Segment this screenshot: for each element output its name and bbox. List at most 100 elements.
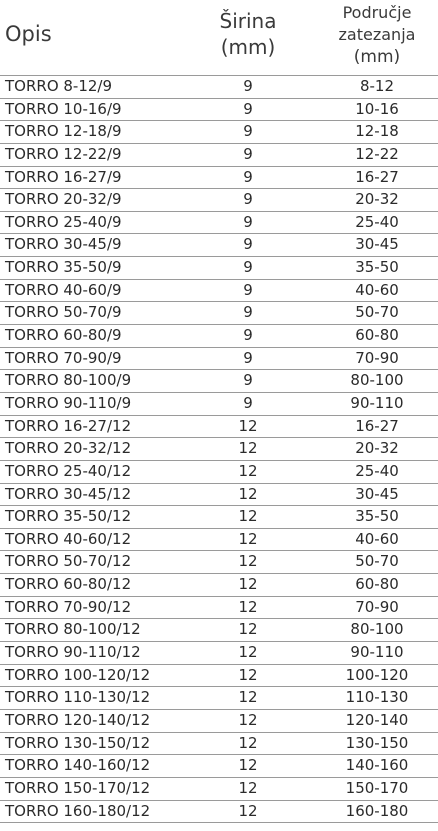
- cell-range: 25-40: [355, 461, 399, 480]
- cell-range: 60-80: [355, 326, 399, 345]
- table-row: TORRO 35-50/12 12 35-50: [0, 506, 438, 529]
- header-sirina-line2: (mm): [220, 35, 276, 59]
- cell-opis: TORRO 60-80/9: [5, 326, 122, 345]
- table-row: TORRO 90-110/9 9 90-110: [0, 393, 438, 416]
- cell-opis: TORRO 150-170/12: [5, 778, 151, 797]
- cell-sirina: 12: [238, 756, 258, 775]
- table-row: TORRO 120-140/12 12 120-140: [0, 710, 438, 733]
- cell-range: 16-27: [355, 416, 399, 435]
- cell-sirina: 12: [238, 688, 258, 707]
- cell-range: 40-60: [355, 529, 399, 548]
- cell-opis: TORRO 140-160/12: [5, 756, 151, 775]
- cell-opis: TORRO 16-27/12: [5, 416, 132, 435]
- cell-range: 30-45: [355, 235, 399, 254]
- cell-sirina: 9: [243, 212, 253, 231]
- cell-sirina: 12: [238, 665, 258, 684]
- cell-sirina: 12: [238, 552, 258, 571]
- cell-range: 50-70: [355, 303, 399, 322]
- cell-sirina: 9: [243, 167, 253, 186]
- cell-range: 100-120: [345, 665, 409, 684]
- cell-sirina: 9: [243, 280, 253, 299]
- cell-opis: TORRO 30-45/12: [5, 484, 132, 503]
- cell-opis: TORRO 35-50/9: [5, 258, 122, 277]
- header-sirina: Širina (mm): [196, 8, 300, 60]
- table-row: TORRO 25-40/12 12 25-40: [0, 461, 438, 484]
- cell-sirina: 12: [238, 461, 258, 480]
- table-row: TORRO 16-27/9 9 16-27: [0, 167, 438, 190]
- cell-sirina: 12: [238, 416, 258, 435]
- table-row: TORRO 16-27/12 12 16-27: [0, 416, 438, 439]
- cell-sirina: 9: [243, 371, 253, 390]
- cell-sirina: 9: [243, 122, 253, 141]
- header-podrucje-line2: zatezanja: [338, 25, 416, 44]
- table-row: TORRO 150-170/12 12 150-170: [0, 778, 438, 801]
- cell-opis: TORRO 12-22/9: [5, 144, 122, 163]
- cell-range: 8-12: [359, 77, 395, 95]
- header-podrucje: Područje zatezanja (mm): [316, 2, 438, 68]
- table-row: TORRO 30-45/9 9 30-45: [0, 234, 438, 258]
- cell-range: 20-32: [355, 439, 399, 458]
- cell-opis: TORRO 60-80/12: [5, 575, 132, 594]
- table-row: TORRO 140-160/12 12 140-160: [0, 755, 438, 778]
- table-row: TORRO 50-70/9 9 50-70: [0, 302, 438, 326]
- cell-range: 30-45: [355, 484, 399, 503]
- table-row: TORRO 80-100/9 9 80-100: [0, 370, 438, 393]
- cell-range: 120-140: [345, 710, 409, 729]
- table-row: TORRO 90-110/12 12 90-110: [0, 642, 438, 665]
- table-row: TORRO 40-60/9 9 40-60: [0, 280, 438, 303]
- cell-range: 70-90: [355, 597, 399, 616]
- cell-sirina: 12: [238, 484, 258, 503]
- cell-range: 35-50: [355, 258, 399, 277]
- cell-opis: TORRO 25-40/9: [5, 212, 122, 231]
- table-row: TORRO 130-150/12 12 130-150: [0, 733, 438, 756]
- cell-sirina: 9: [243, 326, 253, 345]
- cell-range: 40-60: [355, 280, 399, 299]
- cell-opis: TORRO 40-60/12: [5, 529, 132, 548]
- cell-opis: TORRO 20-32/9: [5, 190, 122, 209]
- cell-opis: TORRO 50-70/9: [5, 303, 122, 322]
- cell-opis: TORRO 130-150/12: [5, 733, 151, 752]
- cell-sirina: 9: [243, 258, 253, 277]
- table-row: TORRO 70-90/9 9 70-90: [0, 348, 438, 371]
- table-row: TORRO 80-100/12 12 80-100: [0, 619, 438, 643]
- table-row: TORRO 40-60/12 12 40-60: [0, 529, 438, 552]
- cell-range: 80-100: [350, 620, 404, 639]
- table-header: Opis Širina (mm) Područje zatezanja (mm): [0, 0, 438, 76]
- table-row: TORRO 100-120/12 12 100-120: [0, 665, 438, 688]
- cell-sirina: 9: [243, 235, 253, 254]
- table-row: TORRO 10-16/9 9 10-16: [0, 99, 438, 122]
- cell-opis: TORRO 80-100/9: [5, 371, 132, 390]
- cell-opis: TORRO 35-50/12: [5, 507, 132, 526]
- table-row: TORRO 160-180/12 12 160-180: [0, 801, 438, 824]
- table-row: TORRO 110-130/12 12 110-130: [0, 687, 438, 710]
- cell-sirina: 12: [238, 643, 258, 662]
- cell-opis: TORRO 50-70/12: [5, 552, 132, 571]
- cell-range: 12-18: [355, 122, 399, 141]
- cell-sirina: 12: [238, 507, 258, 526]
- cell-sirina: 12: [238, 529, 258, 548]
- cell-sirina: 9: [243, 348, 253, 367]
- cell-sirina: 9: [243, 77, 253, 95]
- header-podrucje-line3: (mm): [353, 47, 401, 67]
- cell-opis: TORRO 90-110/9: [5, 393, 132, 412]
- table-row: TORRO 8-12/9 9 8-12: [0, 76, 438, 99]
- cell-range: 50-70: [355, 552, 399, 571]
- cell-range: 70-90: [355, 348, 399, 367]
- cell-sirina: 12: [238, 778, 258, 797]
- cell-range: 60-80: [355, 575, 399, 594]
- cell-range: 10-16: [355, 99, 399, 118]
- cell-sirina: 9: [243, 303, 253, 322]
- header-podrucje-line1: Područje: [342, 3, 412, 22]
- cell-range: 12-22: [355, 144, 399, 163]
- cell-opis: TORRO 12-18/9: [5, 122, 122, 141]
- cell-opis: TORRO 160-180/12: [5, 801, 151, 820]
- table-row: TORRO 35-50/9 9 35-50: [0, 257, 438, 280]
- cell-opis: TORRO 8-12/9: [5, 77, 113, 95]
- cell-sirina: 12: [238, 710, 258, 729]
- cell-opis: TORRO 70-90/12: [5, 597, 132, 616]
- table-row: TORRO 60-80/12 12 60-80: [0, 574, 438, 597]
- cell-range: 90-110: [350, 393, 404, 412]
- cell-range: 160-180: [345, 801, 409, 820]
- cell-opis: TORRO 110-130/12: [5, 688, 151, 707]
- cell-opis: TORRO 20-32/12: [5, 439, 132, 458]
